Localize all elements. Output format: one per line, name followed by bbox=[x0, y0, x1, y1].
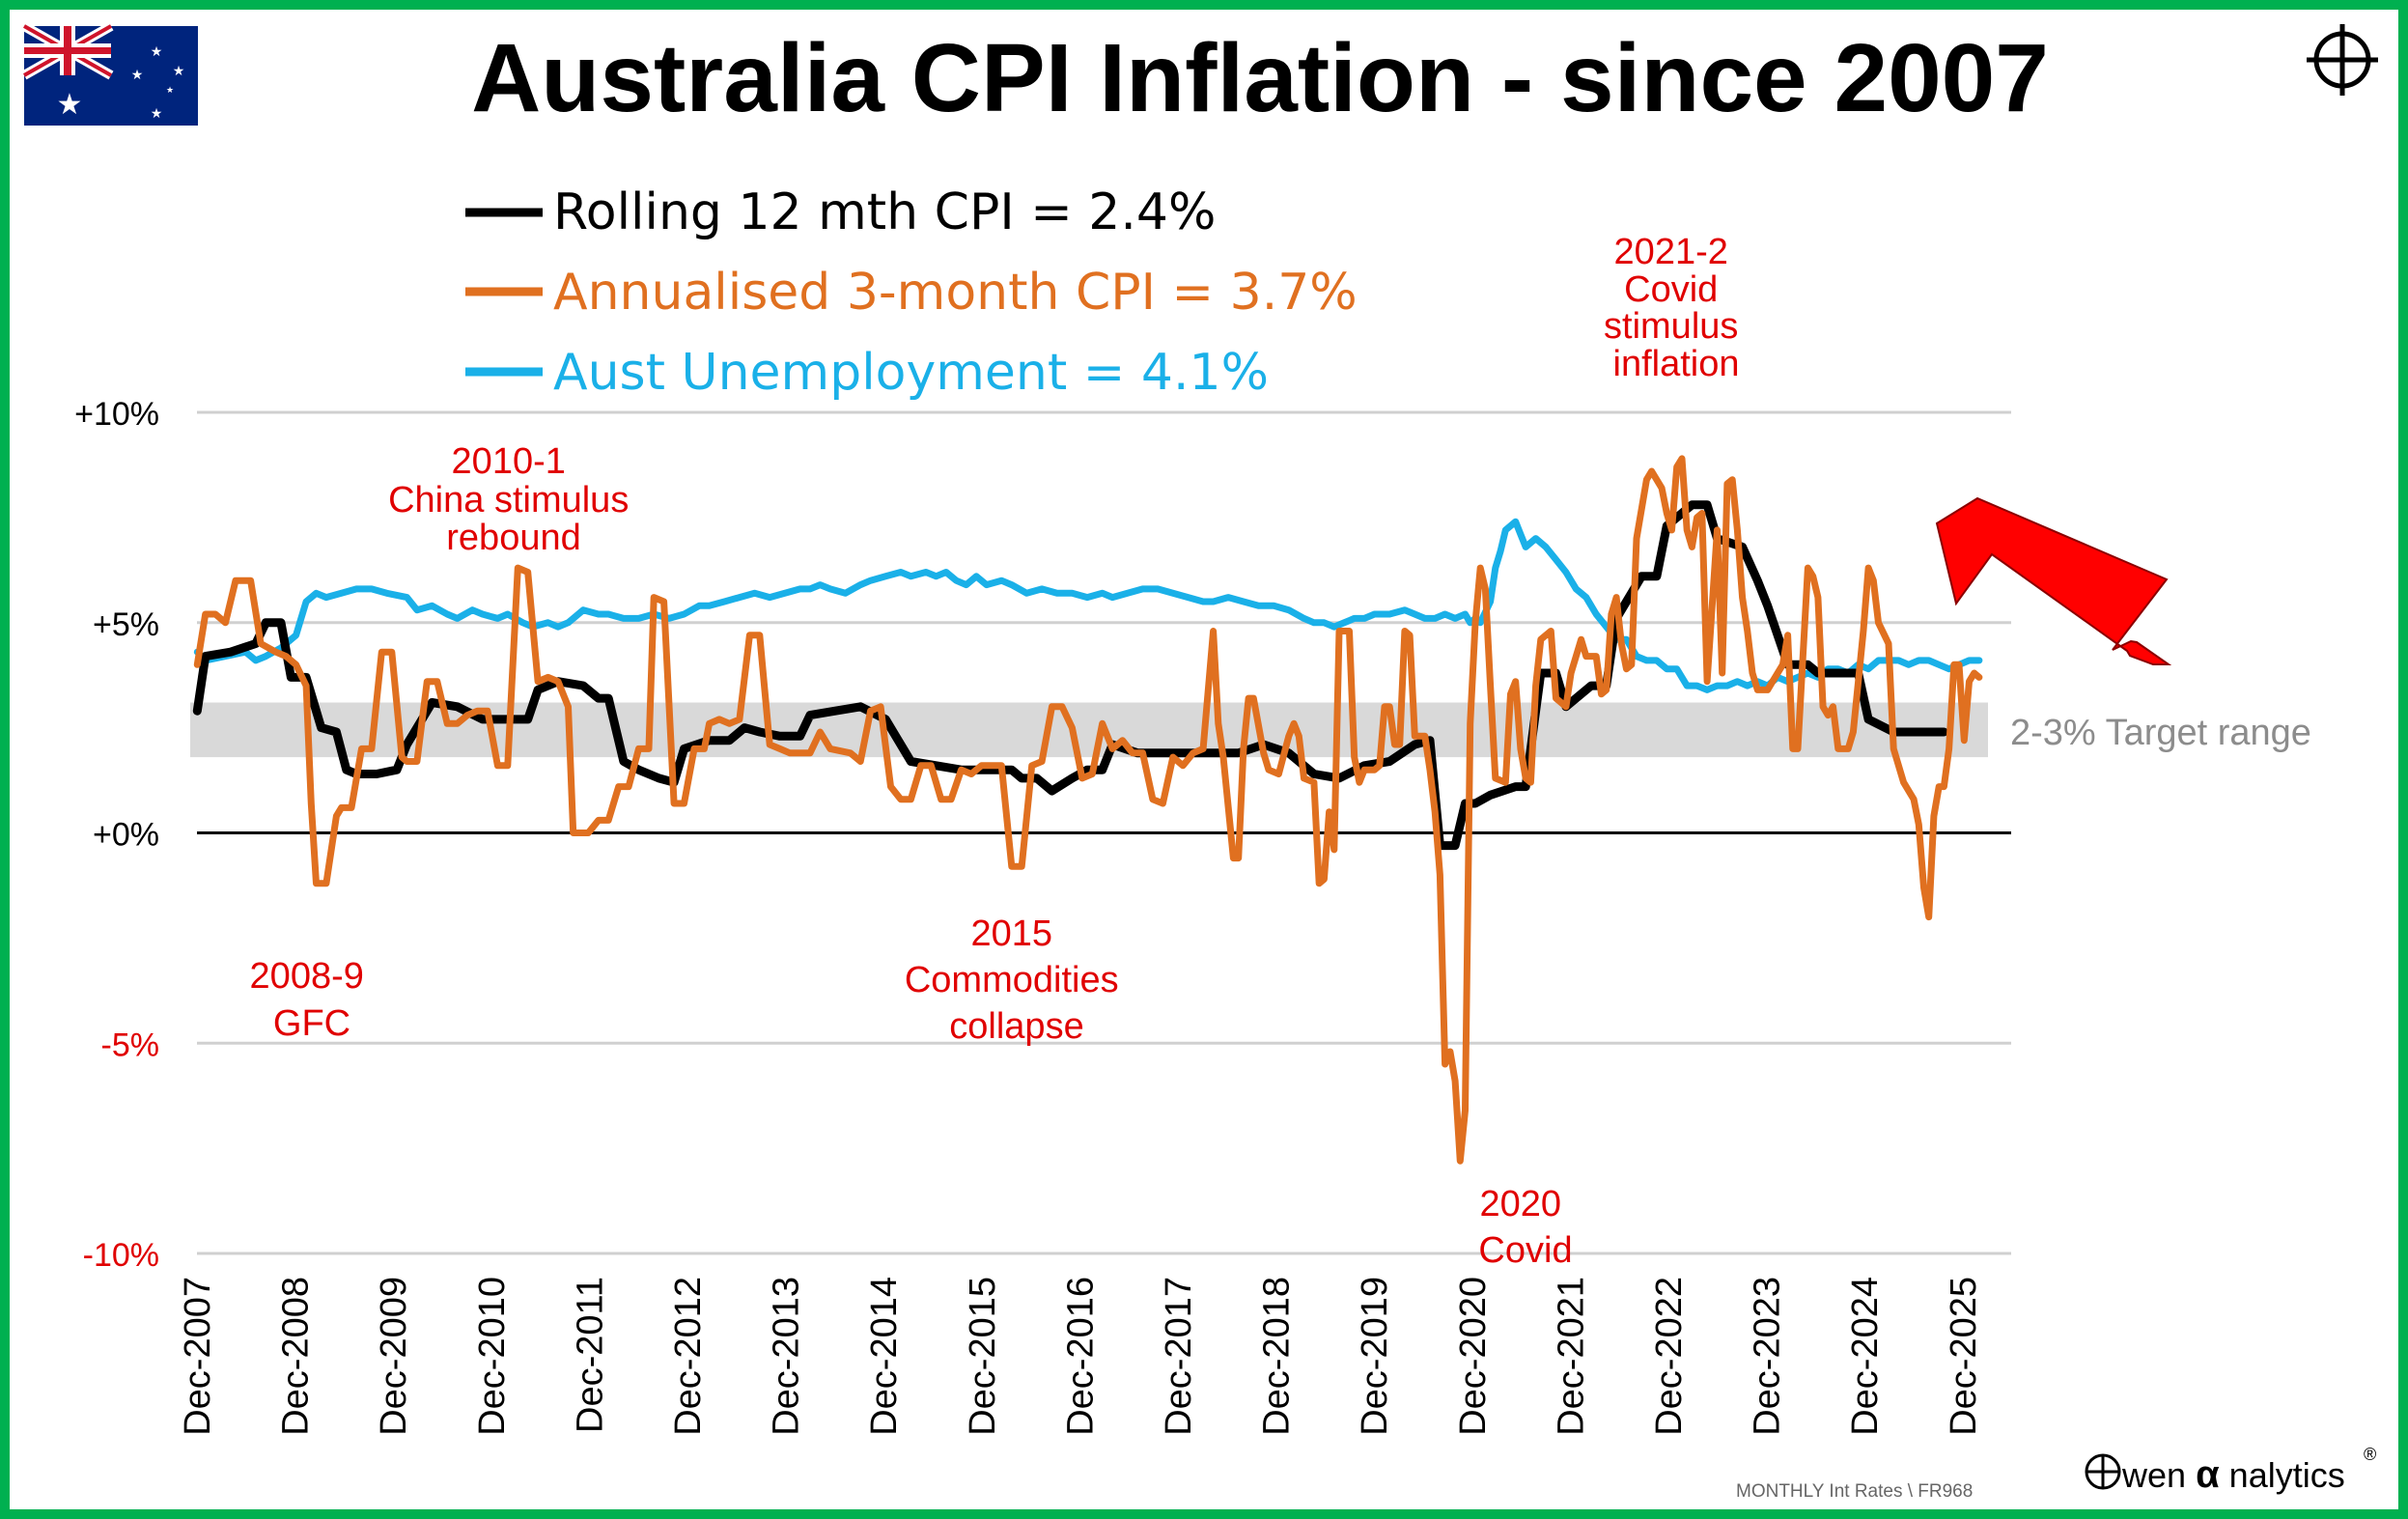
red-arrow-icon bbox=[1935, 496, 2172, 665]
annotation-commodities-line2: Commodities bbox=[905, 960, 1119, 1000]
brand-suffix: nalytics bbox=[2229, 1455, 2345, 1495]
svg-text:★: ★ bbox=[173, 64, 185, 79]
y-tick-label: -5% bbox=[101, 1027, 159, 1063]
chart-title: Australia CPI Inflation - since 2007 bbox=[471, 24, 2049, 132]
annotation-stimulus-line2: Covid bbox=[1624, 269, 1718, 310]
x-axis-ticks: Dec-2007 Dec-2008 Dec-2009 Dec-2010 Dec-2011… bbox=[178, 1277, 1984, 1436]
annotation-commodities: 2015 Commodities collapse bbox=[905, 914, 1129, 1047]
brand-alpha: α bbox=[2196, 1453, 2220, 1496]
x-tick-label: Dec-2015 bbox=[963, 1277, 1003, 1436]
annotation-china: 2010-1 China stimulus rebound bbox=[388, 441, 639, 558]
y-tick-label: -10% bbox=[83, 1237, 159, 1274]
svg-text:wen α nalytics: wen α nalytics bbox=[2121, 1453, 2345, 1496]
brand-prefix: wen bbox=[2121, 1455, 2186, 1495]
y-tick-label: +0% bbox=[93, 817, 159, 854]
legend-label-cpi12: Rolling 12 mth CPI = 2.4% bbox=[553, 183, 1216, 241]
x-tick-label: Dec-2022 bbox=[1649, 1277, 1690, 1436]
australia-flag-icon: ★ ★ ★ ★ ★ ★ bbox=[21, 21, 198, 126]
annotation-covid-line1: 2020 bbox=[1479, 1184, 1561, 1224]
annotation-china-line2: China stimulus bbox=[388, 480, 629, 520]
annotation-gfc-line1: 2008-9 bbox=[250, 956, 364, 997]
legend-label-cpi3m: Annualised 3-month CPI = 3.7% bbox=[553, 264, 1358, 322]
x-tick-label: Dec-2008 bbox=[276, 1277, 317, 1436]
legend-label-unemp: Aust Unemployment = 4.1% bbox=[553, 344, 1269, 402]
x-tick-label: Dec-2021 bbox=[1551, 1277, 1591, 1436]
owen-analytics-logo: wen α nalytics ® bbox=[2085, 1445, 2376, 1496]
x-tick-label: Dec-2009 bbox=[374, 1277, 414, 1436]
x-tick-label: Dec-2011 bbox=[570, 1277, 610, 1433]
source-note: MONTHLY Int Rates \ FR968 bbox=[1736, 1481, 1973, 1502]
x-tick-label: Dec-2010 bbox=[472, 1277, 513, 1436]
annotation-gfc: 2008-9 GFC bbox=[250, 956, 375, 1044]
annotation-china-line3: rebound bbox=[446, 518, 580, 558]
annotation-commodities-line1: 2015 bbox=[970, 914, 1052, 954]
x-tick-label: Dec-2019 bbox=[1355, 1277, 1395, 1436]
x-tick-label: Dec-2012 bbox=[668, 1277, 709, 1436]
y-tick-label: +10% bbox=[74, 396, 159, 433]
legend: Rolling 12 mth CPI = 2.4% Annualised 3-m… bbox=[465, 183, 1358, 402]
svg-text:★: ★ bbox=[151, 44, 163, 60]
annotation-commodities-line3: collapse bbox=[949, 1006, 1083, 1047]
x-tick-label: Dec-2023 bbox=[1748, 1277, 1788, 1436]
annotation-stimulus-line3: stimulus bbox=[1604, 306, 1738, 347]
series-lines bbox=[192, 455, 1983, 1165]
svg-text:★: ★ bbox=[57, 88, 83, 122]
annotation-gfc-line2: GFC bbox=[273, 1003, 350, 1044]
annotation-covid: 2020 Covid bbox=[1478, 1184, 1572, 1271]
y-tick-label: +5% bbox=[93, 606, 159, 643]
crosshair-logo-icon bbox=[2307, 24, 2378, 96]
svg-text:★: ★ bbox=[131, 68, 144, 83]
x-tick-label: Dec-2007 bbox=[178, 1277, 218, 1436]
series-line-cpi12 bbox=[192, 500, 1948, 851]
target-range-label: 2-3% Target range bbox=[2010, 713, 2311, 753]
x-tick-label: Dec-2018 bbox=[1257, 1277, 1298, 1436]
x-tick-label: Dec-2013 bbox=[767, 1277, 807, 1436]
svg-text:★: ★ bbox=[166, 86, 174, 96]
x-tick-label: Dec-2014 bbox=[864, 1277, 905, 1436]
series-line-cpi3m bbox=[193, 455, 1983, 1165]
x-tick-label: Dec-2017 bbox=[1159, 1277, 1199, 1436]
y-axis-ticks: +10% +5% +0% -5% -10% bbox=[74, 396, 159, 1274]
x-tick-label: Dec-2020 bbox=[1453, 1277, 1494, 1436]
annotation-stimulus-line1: 2021-2 bbox=[1614, 232, 1728, 272]
annotation-china-line1: 2010-1 bbox=[452, 441, 566, 482]
x-tick-label: Dec-2025 bbox=[1944, 1277, 1984, 1436]
gridlines bbox=[197, 410, 2011, 1255]
annotation-covid-line2: Covid bbox=[1478, 1230, 1572, 1271]
svg-text:★: ★ bbox=[151, 106, 163, 122]
annotation-stimulus: 2021-2 Covid stimulus inflation bbox=[1604, 232, 1749, 384]
brand-registered: ® bbox=[2364, 1445, 2376, 1464]
series-line-unemp bbox=[193, 518, 1983, 693]
x-tick-label: Dec-2024 bbox=[1845, 1277, 1886, 1436]
x-tick-label: Dec-2016 bbox=[1060, 1277, 1101, 1436]
annotation-stimulus-line4: inflation bbox=[1613, 344, 1740, 384]
annotations: 2008-9 GFC 2010-1 China stimulus rebound… bbox=[250, 232, 1749, 1271]
